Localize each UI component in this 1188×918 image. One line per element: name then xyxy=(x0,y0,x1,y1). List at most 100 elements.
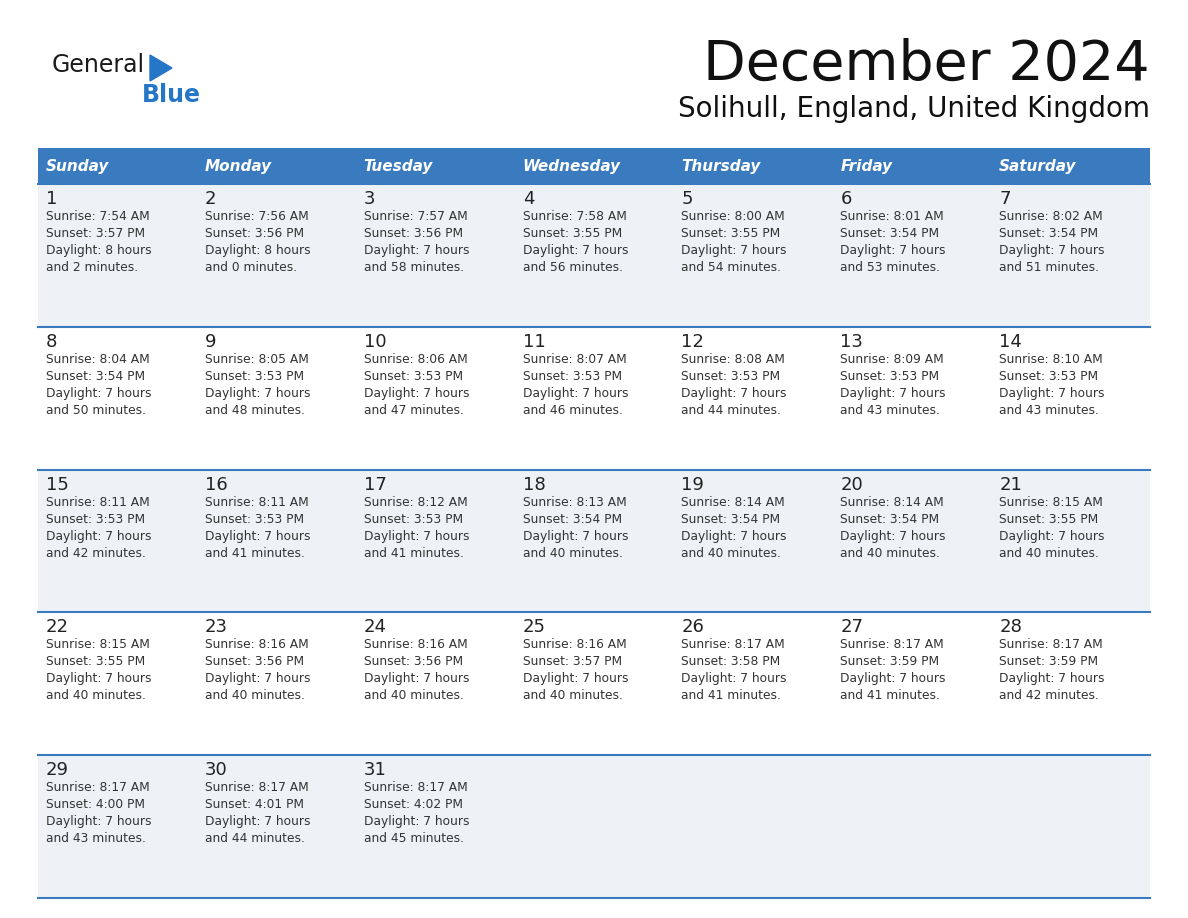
Text: Daylight: 7 hours: Daylight: 7 hours xyxy=(999,386,1105,400)
Text: Daylight: 7 hours: Daylight: 7 hours xyxy=(682,672,786,686)
Text: Sunrise: 8:15 AM: Sunrise: 8:15 AM xyxy=(46,638,150,652)
Text: 21: 21 xyxy=(999,476,1022,494)
Text: Daylight: 7 hours: Daylight: 7 hours xyxy=(46,672,152,686)
Bar xyxy=(833,470,991,612)
Bar xyxy=(991,327,1150,470)
Text: and 46 minutes.: and 46 minutes. xyxy=(523,404,623,417)
Text: Tuesday: Tuesday xyxy=(364,159,434,174)
Text: Daylight: 8 hours: Daylight: 8 hours xyxy=(46,244,152,257)
Text: Sunrise: 7:54 AM: Sunrise: 7:54 AM xyxy=(46,210,150,223)
Text: Daylight: 7 hours: Daylight: 7 hours xyxy=(523,386,628,400)
Text: General: General xyxy=(52,53,145,77)
Text: Sunrise: 8:11 AM: Sunrise: 8:11 AM xyxy=(46,496,150,509)
Text: 22: 22 xyxy=(46,619,69,636)
Bar xyxy=(514,470,674,612)
Text: Sunset: 3:59 PM: Sunset: 3:59 PM xyxy=(840,655,940,668)
Bar xyxy=(355,612,514,756)
Bar xyxy=(833,612,991,756)
Text: and 43 minutes.: and 43 minutes. xyxy=(46,833,146,845)
Text: 3: 3 xyxy=(364,190,375,208)
Text: and 40 minutes.: and 40 minutes. xyxy=(840,546,940,560)
Text: Daylight: 7 hours: Daylight: 7 hours xyxy=(523,244,628,257)
Text: and 40 minutes.: and 40 minutes. xyxy=(46,689,146,702)
Text: Sunrise: 8:17 AM: Sunrise: 8:17 AM xyxy=(999,638,1102,652)
Text: Thursday: Thursday xyxy=(682,159,760,174)
Bar xyxy=(355,184,514,327)
Text: 12: 12 xyxy=(682,333,704,351)
Bar xyxy=(514,612,674,756)
Text: Daylight: 7 hours: Daylight: 7 hours xyxy=(840,244,946,257)
Bar xyxy=(355,470,514,612)
Text: Sunset: 3:54 PM: Sunset: 3:54 PM xyxy=(840,227,940,240)
Text: Sunrise: 8:05 AM: Sunrise: 8:05 AM xyxy=(204,353,309,365)
Text: Sunrise: 8:16 AM: Sunrise: 8:16 AM xyxy=(364,638,467,652)
Bar xyxy=(355,327,514,470)
Text: Sunrise: 8:11 AM: Sunrise: 8:11 AM xyxy=(204,496,309,509)
Text: Sunset: 3:54 PM: Sunset: 3:54 PM xyxy=(999,227,1098,240)
Bar xyxy=(38,612,197,756)
Text: Sunrise: 8:13 AM: Sunrise: 8:13 AM xyxy=(523,496,626,509)
Text: Daylight: 7 hours: Daylight: 7 hours xyxy=(364,815,469,828)
Text: and 44 minutes.: and 44 minutes. xyxy=(682,404,782,417)
Text: 28: 28 xyxy=(999,619,1022,636)
Text: 11: 11 xyxy=(523,333,545,351)
Text: Daylight: 7 hours: Daylight: 7 hours xyxy=(204,672,310,686)
Text: Sunset: 3:53 PM: Sunset: 3:53 PM xyxy=(364,370,463,383)
Text: Daylight: 7 hours: Daylight: 7 hours xyxy=(840,530,946,543)
Bar xyxy=(197,612,355,756)
Text: 19: 19 xyxy=(682,476,704,494)
Bar xyxy=(355,756,514,898)
Text: Daylight: 7 hours: Daylight: 7 hours xyxy=(523,530,628,543)
Text: Sunrise: 8:10 AM: Sunrise: 8:10 AM xyxy=(999,353,1102,365)
Text: 30: 30 xyxy=(204,761,228,779)
Text: Blue: Blue xyxy=(143,83,201,107)
Text: Sunrise: 8:17 AM: Sunrise: 8:17 AM xyxy=(204,781,309,794)
Text: Sunset: 3:53 PM: Sunset: 3:53 PM xyxy=(840,370,940,383)
Text: Daylight: 7 hours: Daylight: 7 hours xyxy=(682,386,786,400)
Bar xyxy=(674,327,833,470)
Text: Sunset: 3:53 PM: Sunset: 3:53 PM xyxy=(46,512,145,526)
Text: 18: 18 xyxy=(523,476,545,494)
Bar xyxy=(991,148,1150,184)
Text: 7: 7 xyxy=(999,190,1011,208)
Text: Saturday: Saturday xyxy=(999,159,1076,174)
Bar xyxy=(38,470,197,612)
Text: and 48 minutes.: and 48 minutes. xyxy=(204,404,305,417)
Text: Sunrise: 8:07 AM: Sunrise: 8:07 AM xyxy=(523,353,626,365)
Text: Sunset: 3:53 PM: Sunset: 3:53 PM xyxy=(364,512,463,526)
Text: and 44 minutes.: and 44 minutes. xyxy=(204,833,305,845)
Bar xyxy=(674,756,833,898)
Text: Sunset: 3:55 PM: Sunset: 3:55 PM xyxy=(682,227,781,240)
Text: Sunrise: 7:57 AM: Sunrise: 7:57 AM xyxy=(364,210,467,223)
Text: Sunrise: 8:02 AM: Sunrise: 8:02 AM xyxy=(999,210,1102,223)
Text: Sunset: 3:55 PM: Sunset: 3:55 PM xyxy=(999,512,1099,526)
Text: Daylight: 7 hours: Daylight: 7 hours xyxy=(840,672,946,686)
Text: Daylight: 7 hours: Daylight: 7 hours xyxy=(46,386,152,400)
Text: Friday: Friday xyxy=(840,159,892,174)
Text: and 40 minutes.: and 40 minutes. xyxy=(523,689,623,702)
Text: Daylight: 7 hours: Daylight: 7 hours xyxy=(46,815,152,828)
Text: Sunset: 3:54 PM: Sunset: 3:54 PM xyxy=(840,512,940,526)
Text: 20: 20 xyxy=(840,476,862,494)
Text: Daylight: 8 hours: Daylight: 8 hours xyxy=(204,244,310,257)
Text: Sunset: 3:54 PM: Sunset: 3:54 PM xyxy=(523,512,621,526)
Text: Sunrise: 8:17 AM: Sunrise: 8:17 AM xyxy=(364,781,467,794)
Bar xyxy=(514,184,674,327)
Text: Sunset: 3:56 PM: Sunset: 3:56 PM xyxy=(364,227,463,240)
Text: and 40 minutes.: and 40 minutes. xyxy=(682,546,782,560)
Text: and 41 minutes.: and 41 minutes. xyxy=(204,546,305,560)
Text: Sunset: 3:55 PM: Sunset: 3:55 PM xyxy=(523,227,621,240)
Text: Sunrise: 8:15 AM: Sunrise: 8:15 AM xyxy=(999,496,1102,509)
Bar xyxy=(197,184,355,327)
Bar xyxy=(991,612,1150,756)
Text: and 41 minutes.: and 41 minutes. xyxy=(364,546,463,560)
Text: 16: 16 xyxy=(204,476,228,494)
Text: Daylight: 7 hours: Daylight: 7 hours xyxy=(523,672,628,686)
Text: 25: 25 xyxy=(523,619,545,636)
Text: and 0 minutes.: and 0 minutes. xyxy=(204,261,297,274)
Text: Sunrise: 8:17 AM: Sunrise: 8:17 AM xyxy=(840,638,944,652)
Text: 17: 17 xyxy=(364,476,386,494)
Bar xyxy=(38,148,197,184)
Text: Daylight: 7 hours: Daylight: 7 hours xyxy=(364,530,469,543)
Text: and 40 minutes.: and 40 minutes. xyxy=(999,546,1099,560)
